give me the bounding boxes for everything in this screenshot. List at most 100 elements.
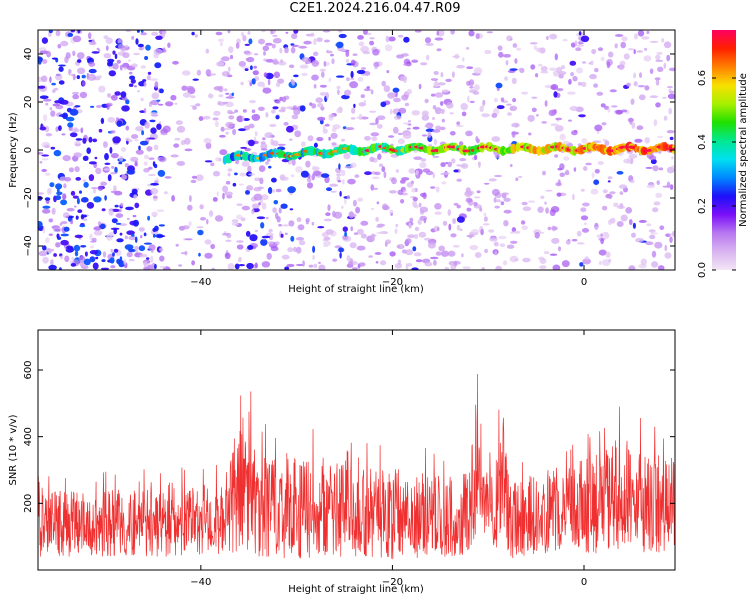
heatmap-cell — [576, 67, 584, 74]
heatmap-cell — [318, 261, 321, 264]
heatmap-cell — [154, 81, 159, 89]
heatmap-cell — [38, 192, 45, 195]
heatmap-cell — [205, 48, 210, 54]
heatmap-cell — [104, 153, 109, 161]
heatmap-cell — [138, 145, 141, 151]
heatmap-cell — [632, 222, 637, 229]
heatmap-cell — [641, 36, 650, 40]
heatmap-cell — [440, 72, 444, 78]
heatmap-cell — [648, 229, 656, 233]
heatmap-cell — [582, 202, 590, 207]
heatmap-cell — [200, 217, 206, 221]
heatmap-cell — [268, 165, 272, 169]
heatmap-cell — [244, 43, 251, 47]
heatmap-cell — [412, 197, 418, 202]
heatmap-cell — [522, 257, 531, 263]
heatmap-cell — [121, 105, 130, 112]
heatmap-cell — [315, 97, 324, 103]
heatmap-cell — [504, 76, 509, 81]
heatmap-cell — [268, 235, 274, 241]
heatmap-cell — [284, 266, 290, 270]
heatmap-cell — [436, 30, 440, 36]
heatmap-cell — [346, 127, 355, 131]
heatmap-cell — [243, 118, 250, 121]
heatmap-cell — [220, 126, 225, 132]
heatmap-cell — [116, 258, 121, 265]
heatmap-cell — [453, 202, 459, 206]
heatmap-cell — [357, 77, 364, 82]
heatmap-cell — [89, 240, 97, 243]
heatmap-cell — [286, 125, 294, 133]
heatmap-cell — [392, 126, 399, 134]
heatmap-cell — [97, 185, 104, 191]
heatmap-cell — [638, 219, 647, 223]
heatmap-cell — [554, 53, 558, 61]
heatmap-cell — [359, 262, 366, 267]
heatmap-cell — [323, 240, 331, 246]
heatmap-cell — [469, 86, 474, 89]
heatmap-cell — [465, 47, 470, 50]
heatmap-cell — [114, 53, 118, 60]
heatmap-cell — [124, 244, 134, 251]
heatmap-cell — [436, 226, 440, 232]
heatmap-x-tick-label: 0 — [581, 277, 587, 288]
heatmap-cell — [391, 177, 397, 185]
heatmap-cell — [468, 30, 475, 37]
heatmap-cell — [414, 226, 420, 232]
heatmap-cell — [261, 30, 266, 33]
heatmap-cell — [68, 69, 72, 74]
heatmap-cell — [55, 183, 63, 190]
heatmap-cell — [53, 149, 62, 157]
heatmap-cell — [356, 69, 366, 75]
heatmap-cell — [165, 101, 174, 107]
heatmap-cell — [601, 122, 607, 126]
heatmap-cell — [360, 233, 367, 239]
heatmap-cell — [395, 223, 399, 228]
heatmap-cell — [184, 137, 191, 145]
heatmap-cell — [278, 109, 286, 113]
heatmap-cell — [655, 102, 661, 108]
heatmap-cell — [643, 55, 652, 62]
heatmap-cell — [559, 172, 565, 178]
heatmap-cell — [209, 73, 217, 76]
heatmap-cell — [640, 258, 647, 266]
heatmap-cell — [215, 31, 223, 36]
heatmap-cell — [77, 30, 81, 34]
heatmap-cell — [308, 264, 314, 268]
heatmap-cell — [76, 197, 80, 205]
heatmap-cell — [42, 245, 47, 251]
heatmap-cell — [221, 56, 230, 62]
heatmap-cell — [291, 44, 300, 48]
heatmap-cell — [206, 218, 209, 225]
heatmap-cell — [631, 232, 636, 238]
heatmap-cell — [561, 65, 565, 70]
heatmap-cell — [172, 60, 179, 65]
heatmap-cell — [360, 45, 370, 53]
heatmap-cell — [247, 139, 255, 147]
heatmap-cell — [557, 167, 563, 171]
heatmap-cell — [227, 30, 231, 34]
heatmap-cell — [241, 115, 245, 122]
heatmap-cell — [581, 138, 588, 144]
heatmap-cell — [593, 179, 600, 185]
heatmap-cell — [75, 215, 79, 220]
heatmap-cell — [204, 160, 213, 163]
heatmap-cell — [628, 265, 636, 270]
heatmap-cell — [634, 138, 643, 143]
heatmap-cell — [549, 253, 558, 256]
heatmap-cell — [662, 96, 667, 99]
heatmap-cell — [51, 207, 56, 215]
heatmap-cell — [352, 199, 357, 207]
heatmap-cell — [335, 75, 345, 78]
heatmap-cell — [236, 240, 244, 243]
heatmap-cell — [351, 107, 356, 114]
heatmap-cell — [192, 105, 197, 110]
heatmap-cell — [139, 140, 149, 146]
heatmap-cell — [362, 30, 368, 35]
heatmap-cell — [293, 246, 297, 253]
heatmap-cell — [414, 204, 419, 209]
heatmap-cell — [231, 219, 239, 223]
heatmap-cell — [119, 232, 123, 236]
heatmap-cell — [258, 202, 261, 206]
heatmap-cell — [176, 125, 186, 133]
